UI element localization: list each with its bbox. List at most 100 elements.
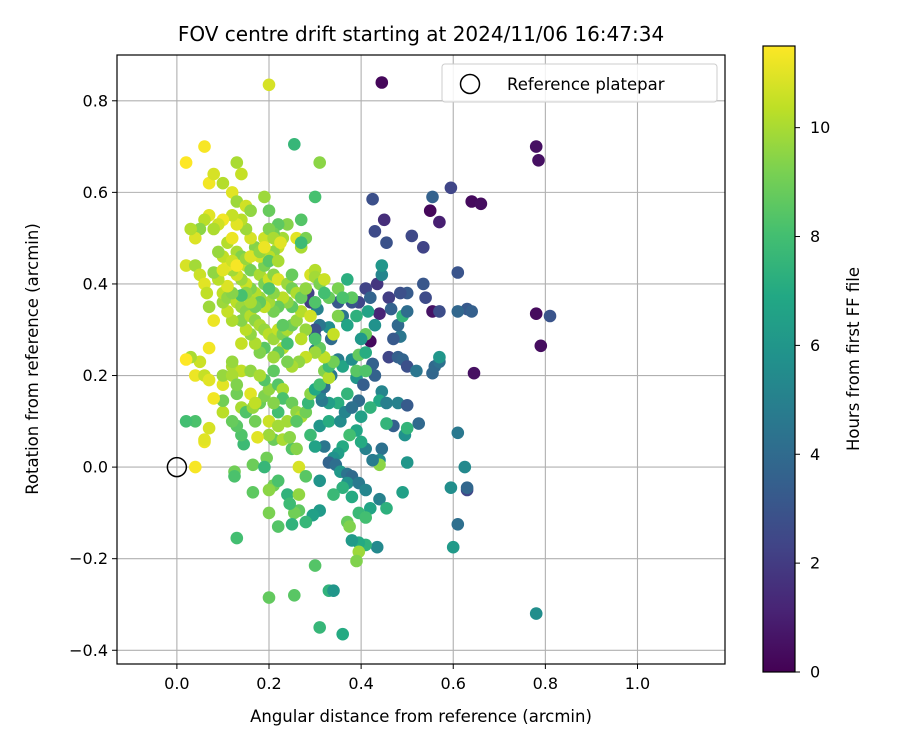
data-point	[290, 415, 303, 428]
data-point	[364, 291, 377, 305]
data-point	[304, 309, 317, 323]
data-point	[230, 378, 244, 392]
data-point	[327, 488, 340, 501]
data-point	[446, 540, 460, 554]
data-point	[322, 415, 336, 428]
data-point	[221, 279, 234, 293]
data-point	[285, 268, 299, 282]
data-point	[281, 218, 294, 231]
data-point	[327, 584, 340, 597]
colorbar-tick-label: 8	[810, 227, 820, 246]
data-point	[207, 314, 220, 327]
data-point	[400, 421, 414, 435]
data-point	[313, 378, 327, 392]
data-point	[179, 415, 193, 428]
data-point	[262, 483, 276, 497]
data-point	[258, 460, 271, 474]
data-point	[375, 442, 389, 456]
data-point	[370, 540, 384, 554]
data-point	[262, 78, 276, 92]
data-point	[373, 307, 386, 321]
data-point	[444, 181, 458, 195]
data-point	[426, 190, 439, 204]
data-point	[529, 307, 543, 321]
data-point	[465, 305, 479, 318]
legend: Reference platepar	[441, 63, 718, 103]
data-point	[345, 490, 359, 504]
data-point	[225, 231, 239, 245]
data-point	[405, 229, 419, 243]
data-point	[267, 364, 280, 378]
y-tick-label: −0.4	[69, 641, 108, 660]
data-point	[359, 364, 373, 378]
data-point	[258, 190, 271, 204]
data-point	[246, 458, 260, 472]
data-point	[207, 222, 220, 236]
colorbar-tick-label: 6	[810, 336, 820, 355]
data-point	[244, 204, 257, 217]
data-point	[380, 502, 393, 515]
data-point	[225, 355, 239, 369]
x-tick-label: 0.8	[533, 674, 558, 693]
data-point	[304, 428, 317, 442]
data-point	[281, 337, 294, 350]
chart-title: FOV centre drift starting at 2024/11/06 …	[178, 22, 664, 46]
data-point	[189, 415, 202, 428]
data-point	[308, 332, 322, 346]
y-tick-label: 0.0	[83, 458, 108, 477]
data-point	[341, 387, 354, 401]
data-point	[230, 156, 244, 169]
data-point	[258, 241, 271, 254]
data-point	[248, 396, 262, 410]
data-point	[341, 273, 354, 286]
data-point	[322, 371, 336, 385]
data-point	[184, 222, 197, 236]
y-tick-label: −0.2	[69, 549, 108, 568]
data-point	[350, 554, 363, 568]
data-point	[410, 364, 423, 378]
data-point	[281, 355, 294, 369]
data-point	[246, 486, 260, 499]
colorbar-tick-label: 2	[810, 554, 820, 573]
data-point	[274, 236, 287, 249]
data-point	[294, 213, 308, 227]
data-point	[345, 401, 359, 414]
data-point	[354, 410, 368, 424]
data-point	[262, 591, 276, 604]
data-point	[331, 396, 345, 410]
data-point	[212, 245, 225, 259]
data-point	[318, 286, 331, 300]
legend-box	[441, 63, 718, 103]
data-point	[276, 318, 290, 332]
data-point	[380, 417, 393, 430]
data-point	[359, 511, 373, 524]
data-point	[200, 286, 214, 300]
data-point	[451, 305, 465, 318]
x-tick-label: 1.0	[625, 674, 650, 693]
data-point	[532, 154, 545, 167]
colorbar-tick-label: 10	[810, 118, 830, 137]
data-point	[271, 520, 285, 533]
data-point	[400, 456, 414, 469]
data-point	[179, 353, 193, 366]
data-point	[271, 474, 285, 488]
reference-platepar-marker	[166, 456, 188, 478]
legend-marker	[459, 73, 481, 95]
data-point	[251, 431, 264, 444]
data-point	[364, 401, 377, 414]
data-point	[343, 520, 356, 533]
data-point	[529, 140, 543, 153]
data-point	[308, 296, 322, 309]
data-point	[373, 492, 386, 506]
data-point	[216, 405, 230, 419]
data-point	[228, 470, 241, 483]
data-point	[253, 369, 267, 382]
data-point	[216, 369, 230, 382]
data-point	[419, 291, 432, 305]
data-point	[361, 305, 375, 318]
data-point	[202, 300, 216, 314]
data-point	[262, 282, 276, 295]
x-tick-label: 0.6	[441, 674, 466, 693]
data-point	[294, 332, 308, 346]
